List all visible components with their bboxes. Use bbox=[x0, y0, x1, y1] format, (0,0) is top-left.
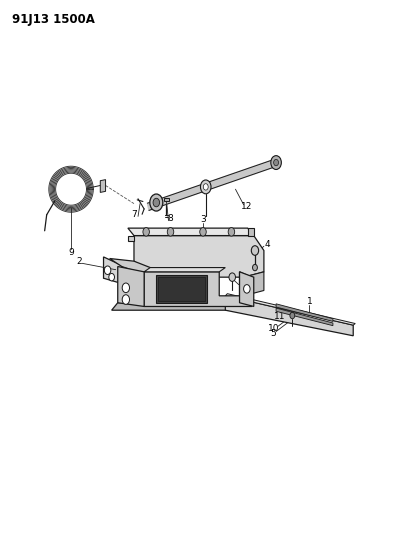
Circle shape bbox=[199, 228, 206, 236]
Polygon shape bbox=[147, 159, 276, 211]
Polygon shape bbox=[134, 236, 263, 277]
Text: 91J13 1500A: 91J13 1500A bbox=[12, 13, 95, 26]
Circle shape bbox=[153, 198, 159, 207]
Circle shape bbox=[167, 228, 173, 236]
Circle shape bbox=[143, 228, 149, 236]
Circle shape bbox=[289, 312, 294, 319]
Circle shape bbox=[252, 264, 257, 271]
Circle shape bbox=[109, 273, 114, 281]
Polygon shape bbox=[225, 296, 352, 336]
Text: 7: 7 bbox=[131, 210, 136, 219]
Polygon shape bbox=[117, 266, 144, 306]
Polygon shape bbox=[109, 259, 174, 285]
Polygon shape bbox=[239, 272, 253, 306]
Text: 11: 11 bbox=[273, 312, 285, 321]
Polygon shape bbox=[275, 308, 332, 326]
Circle shape bbox=[228, 273, 235, 281]
Polygon shape bbox=[158, 277, 205, 301]
Circle shape bbox=[228, 228, 234, 236]
Circle shape bbox=[251, 246, 258, 255]
Text: 4: 4 bbox=[264, 240, 269, 248]
Circle shape bbox=[203, 184, 208, 190]
Polygon shape bbox=[144, 272, 251, 306]
Polygon shape bbox=[100, 180, 105, 192]
Polygon shape bbox=[134, 261, 146, 290]
Text: 6: 6 bbox=[238, 282, 243, 290]
Circle shape bbox=[104, 266, 111, 274]
Circle shape bbox=[273, 159, 278, 166]
Polygon shape bbox=[103, 257, 122, 284]
Text: 12: 12 bbox=[240, 203, 252, 211]
Text: 9: 9 bbox=[68, 248, 74, 256]
Polygon shape bbox=[275, 304, 332, 321]
Polygon shape bbox=[111, 303, 259, 310]
Text: 10: 10 bbox=[267, 324, 279, 333]
Circle shape bbox=[243, 285, 249, 293]
Text: 8: 8 bbox=[167, 214, 173, 223]
Text: 3: 3 bbox=[200, 215, 205, 223]
Circle shape bbox=[149, 194, 162, 211]
Text: 1: 1 bbox=[306, 297, 311, 306]
Circle shape bbox=[200, 180, 211, 194]
Text: 2: 2 bbox=[76, 257, 82, 266]
Circle shape bbox=[122, 295, 129, 304]
Polygon shape bbox=[247, 228, 253, 236]
Polygon shape bbox=[243, 272, 263, 296]
Polygon shape bbox=[144, 268, 225, 272]
Polygon shape bbox=[128, 228, 253, 236]
Text: 5: 5 bbox=[269, 329, 275, 338]
Polygon shape bbox=[128, 236, 134, 241]
Polygon shape bbox=[225, 294, 354, 325]
Polygon shape bbox=[163, 198, 169, 201]
Circle shape bbox=[270, 156, 281, 169]
Polygon shape bbox=[156, 275, 207, 303]
Circle shape bbox=[122, 283, 129, 293]
